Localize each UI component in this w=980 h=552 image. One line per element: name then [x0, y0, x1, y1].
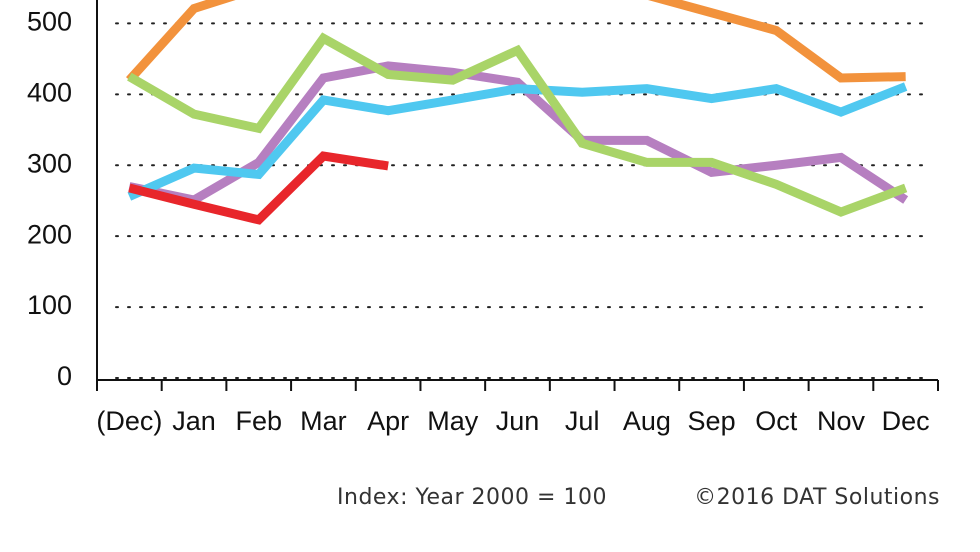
copyright: ©2016 DAT Solutions — [694, 485, 940, 510]
y-tick-label: 100 — [27, 290, 72, 320]
x-tick-label: Aug — [623, 406, 671, 436]
lines — [126, 0, 909, 225]
x-tick-label: Apr — [367, 406, 409, 436]
index-note: Index: Year 2000 = 100 — [337, 485, 607, 510]
x-tick-label: Jan — [172, 406, 216, 436]
axes: 0 100 200 300 400 500 (Dec) Jan Feb Mar Apr May Jun J… — [27, 0, 939, 436]
x-tick-label: May — [427, 406, 479, 436]
x-tick-label: Jul — [565, 406, 600, 436]
x-tick-label: Feb — [235, 406, 282, 436]
series-line — [127, 82, 908, 201]
x-tick-label: Jun — [496, 406, 540, 436]
y-tick-label: 200 — [27, 219, 72, 249]
x-tick-label: Dec — [882, 406, 930, 436]
x-tick-label: Oct — [755, 406, 798, 436]
x-tick-label: (Dec) — [96, 406, 162, 436]
series-line — [126, 0, 906, 84]
grid — [115, 22, 931, 379]
x-tick-label: Sep — [688, 406, 736, 436]
series-line — [128, 151, 389, 225]
y-tick-label: 0 — [57, 361, 72, 391]
x-tick-label: Mar — [300, 406, 347, 436]
x-tick-label: Nov — [817, 406, 866, 436]
series-line — [128, 61, 909, 205]
y-tick-label: 300 — [27, 148, 72, 178]
series-line — [127, 32, 908, 217]
y-tick-label: 400 — [27, 77, 72, 107]
y-tick-label: 500 — [27, 7, 72, 37]
